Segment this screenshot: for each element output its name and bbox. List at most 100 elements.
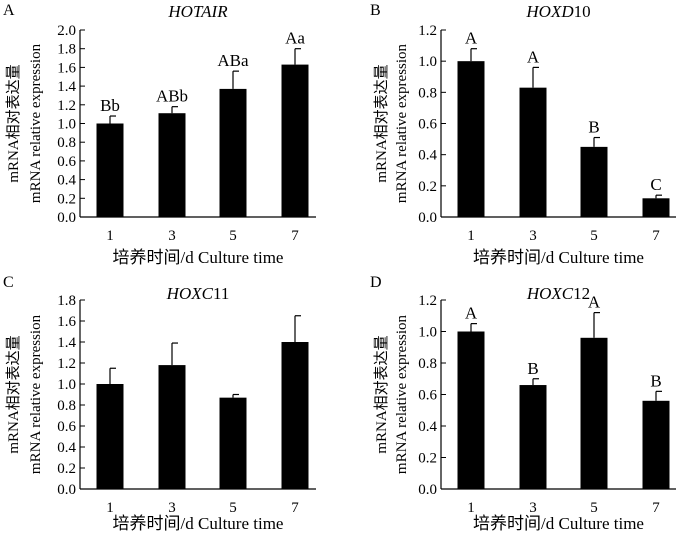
- group-label: B: [588, 118, 599, 137]
- group-label: Bb: [100, 96, 120, 115]
- y-tick-label: 0.4: [57, 173, 76, 189]
- bar: [158, 113, 186, 217]
- panel-letter: A: [3, 2, 15, 19]
- x-tick-label: 5: [229, 228, 237, 244]
- y-tick-label: 1.4: [57, 335, 76, 351]
- bar: [580, 337, 608, 489]
- chart-title: HOTAIR: [167, 2, 228, 21]
- panel-letter: B: [370, 2, 381, 19]
- y-tick-label: 0.8: [418, 85, 437, 101]
- chart-title-number: 10: [574, 2, 591, 21]
- y-axis-label-cn: mRNA相对表达量: [5, 335, 22, 453]
- x-axis-label: 培养时间/d Culture time: [113, 514, 284, 533]
- y-tick-label: 1.2: [418, 293, 437, 309]
- y-tick-label: 0.0: [418, 210, 437, 226]
- x-tick-label: 1: [467, 500, 475, 516]
- bar: [96, 123, 124, 217]
- x-tick-label: 7: [291, 500, 299, 516]
- bar: [219, 397, 247, 489]
- chart-title: HOXC11: [166, 284, 230, 303]
- x-tick-label: 7: [291, 228, 299, 244]
- chart-title-italic: HOXC: [526, 284, 574, 303]
- y-axis-label-en: mRNA relative expression: [394, 314, 410, 474]
- chart-title-number: 11: [213, 284, 229, 303]
- y-tick-label: 1.2: [418, 23, 437, 39]
- chart-title-italic: HOXC: [166, 284, 214, 303]
- bar: [96, 384, 124, 489]
- y-tick-label: 0.6: [418, 117, 437, 133]
- panel-d: D HOXC12 0.0 0.2 0.4 0.6 0.8 1.0 1.2 1 A 3 B 5 A 7 B 培养时间…: [370, 274, 676, 533]
- chart-title-italic: HOTAIR: [167, 2, 228, 21]
- chart-title: HOXC12: [526, 284, 590, 303]
- y-tick-label: 1.8: [57, 293, 76, 309]
- y-axis-label-en: mRNA relative expression: [28, 43, 44, 203]
- bar: [457, 61, 485, 217]
- x-tick-label: 1: [106, 228, 114, 244]
- x-axis-label: 培养时间/d Culture time: [473, 248, 644, 267]
- group-label: Aa: [285, 29, 305, 48]
- y-tick-label: 1.2: [57, 356, 76, 372]
- bar: [219, 88, 247, 217]
- y-axis-label-cn: mRNA相对表达量: [373, 64, 390, 182]
- y-tick-label: 0.8: [418, 356, 437, 372]
- y-tick-label: 0.0: [418, 482, 437, 498]
- bar: [642, 400, 670, 489]
- bar: [580, 146, 608, 217]
- panel-b: B HOXD10 0.0 0.2 0.4 0.6 0.8 1.0 1.2 1 A 3 A 5 B 7 C 培养时间…: [370, 2, 676, 267]
- y-tick-label: 0.2: [57, 191, 76, 207]
- y-tick-label: 1.0: [418, 54, 437, 70]
- bar: [519, 385, 547, 489]
- group-label: A: [527, 47, 540, 66]
- panel-letter: C: [3, 274, 14, 291]
- group-label: A: [465, 29, 478, 48]
- group-label: ABb: [156, 87, 188, 106]
- x-tick-label: 7: [652, 500, 660, 516]
- y-tick-label: 0.4: [418, 419, 437, 435]
- y-axis-label-cn: mRNA相对表达量: [373, 335, 390, 453]
- y-axis-label-en: mRNA relative expression: [28, 314, 44, 474]
- x-tick-label: 1: [467, 228, 475, 244]
- x-tick-label: 3: [529, 500, 537, 516]
- y-tick-label: 0.2: [418, 451, 437, 467]
- x-tick-label: 7: [652, 228, 660, 244]
- bar: [281, 342, 309, 489]
- panel-letter: D: [370, 274, 382, 291]
- x-tick-label: 5: [590, 500, 598, 516]
- y-tick-label: 2.0: [57, 23, 76, 39]
- y-tick-label: 1.8: [57, 42, 76, 58]
- y-tick-label: 0.2: [57, 461, 76, 477]
- chart-title-italic: HOXD: [525, 2, 574, 21]
- y-tick-label: 1.0: [57, 377, 76, 393]
- y-tick-label: 0.6: [57, 154, 76, 170]
- x-tick-label: 3: [529, 228, 537, 244]
- y-tick-label: 1.0: [57, 117, 76, 133]
- y-tick-label: 0.4: [57, 440, 76, 456]
- x-tick-label: 1: [106, 500, 114, 516]
- y-tick-label: 0.0: [57, 482, 76, 498]
- bar: [642, 198, 670, 217]
- y-tick-label: 0.0: [57, 210, 76, 226]
- x-tick-label: 3: [168, 500, 176, 516]
- group-label: B: [650, 371, 661, 390]
- y-tick-label: 0.2: [418, 179, 437, 195]
- x-axis-label: 培养时间/d Culture time: [113, 248, 284, 267]
- bar: [457, 331, 485, 489]
- group-label: B: [527, 359, 538, 378]
- y-tick-label: 1.6: [57, 314, 76, 330]
- x-axis-label: 培养时间/d Culture time: [473, 514, 644, 533]
- panel-c: C HOXC11 0.0 0.2 0.4 0.6 0.8 1.0 1.2 1.4 1.6 1.8 1 3 5…: [3, 274, 316, 533]
- chart-title-number: 12: [573, 284, 590, 303]
- y-tick-label: 0.6: [57, 419, 76, 435]
- y-tick-label: 1.2: [57, 98, 76, 114]
- bar: [158, 365, 186, 489]
- group-label: ABa: [217, 51, 249, 70]
- y-axis-label-cn: mRNA相对表达量: [5, 64, 22, 182]
- bar: [281, 64, 309, 217]
- x-tick-label: 5: [229, 500, 237, 516]
- group-label: C: [650, 175, 661, 194]
- x-tick-label: 3: [168, 228, 176, 244]
- y-tick-label: 1.0: [418, 325, 437, 341]
- y-tick-label: 0.8: [57, 135, 76, 151]
- y-tick-label: 1.4: [57, 79, 76, 95]
